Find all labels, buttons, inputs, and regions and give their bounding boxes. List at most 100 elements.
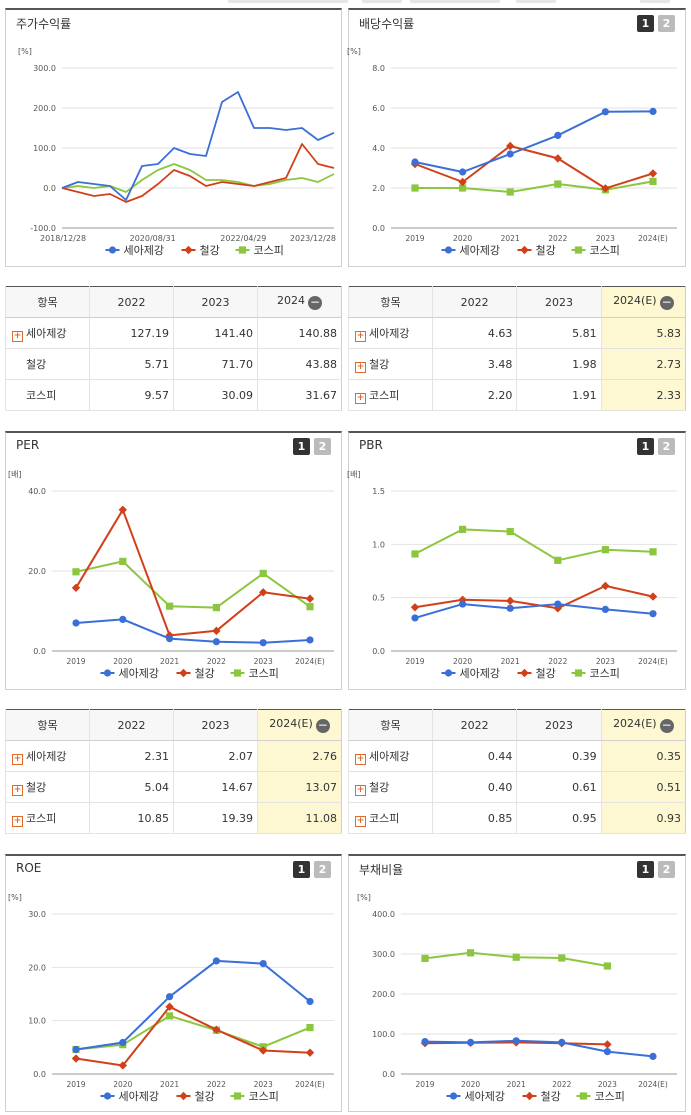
view-1-button[interactable]: 1 [637, 861, 654, 878]
table-cell: 10.85 [89, 802, 174, 834]
legend-label: 철강 [195, 1090, 215, 1103]
column-header: 항목 [348, 286, 433, 318]
legend-marker [103, 669, 112, 677]
column-header: 2023 [516, 709, 602, 741]
x-tick-label: 2022 [548, 657, 567, 666]
y-tick-label: 200.0 [372, 990, 395, 999]
legend-marker [520, 668, 529, 678]
collapse-icon[interactable]: − [659, 718, 674, 733]
legend-marker [525, 1091, 534, 1101]
expand-icon[interactable]: + [12, 753, 23, 765]
legend-item: 철강 [517, 667, 556, 680]
row-name[interactable]: 코스피 [5, 379, 90, 411]
view-1-button[interactable]: 1 [293, 861, 310, 878]
column-header: 2024(E) − [600, 286, 686, 318]
y-tick-label: 40.0 [28, 487, 46, 496]
x-tick-label: 2024(E) [638, 657, 668, 666]
series-3 [411, 177, 657, 196]
row-name[interactable]: + 세아제강 [348, 317, 433, 349]
table-row: + 코스피 10.85 19.39 11.08 [5, 802, 342, 834]
data-point [212, 604, 220, 612]
series-1 [72, 957, 314, 1054]
data-point [506, 527, 514, 536]
table-row: + 철강 0.40 0.61 0.51 [348, 771, 686, 803]
collapse-icon[interactable]: − [315, 718, 330, 733]
expand-icon[interactable]: + [355, 784, 366, 796]
row-name[interactable]: + 코스피 [348, 802, 433, 834]
roe-chart: [%] 30.0 20.0 10.0 0.0 2019 2020 2021 2022 2023 20… [8, 893, 334, 1103]
x-tick-label: 2023/12/28 [290, 234, 336, 243]
x-tick-label: 2024(E) [638, 1080, 668, 1089]
table-header-row: 항목 2022 2023 2024(E) − [348, 709, 686, 741]
view-2-button[interactable]: 2 [658, 861, 675, 878]
expand-icon[interactable]: + [12, 815, 23, 827]
view-2-button[interactable]: 2 [658, 15, 675, 32]
table-cell: 1.98 [516, 348, 602, 380]
table-header-row: 항목 2022 2023 2024(E) − [5, 709, 342, 741]
y-tick-label: 4.0 [372, 144, 385, 153]
legend-marker [449, 1092, 458, 1100]
row-name[interactable]: + 세아제강 [5, 317, 90, 349]
expand-icon[interactable]: + [12, 330, 23, 342]
data-point [506, 596, 515, 606]
row-name[interactable]: + 코스피 [348, 379, 433, 411]
panel-title: 주가수익률 [16, 17, 72, 31]
table-cell: 0.35 [600, 740, 686, 772]
row-name[interactable]: + 세아제강 [348, 740, 433, 772]
view-2-button[interactable]: 2 [314, 861, 331, 878]
column-header: 2024− [257, 286, 342, 318]
expand-icon[interactable]: + [355, 753, 366, 765]
view-1-button[interactable]: 1 [293, 438, 310, 455]
pbr-table: 항목 2022 2023 2024(E) − + 세아제강 0.44 0.39 0.35 + 철강 0.… [348, 709, 686, 834]
x-tick-label: 2019 [66, 657, 85, 666]
expand-icon[interactable]: + [12, 784, 23, 796]
collapse-icon[interactable]: − [659, 295, 674, 310]
table-cell: 140.88 [257, 317, 342, 349]
expand-icon[interactable]: + [355, 330, 366, 342]
expand-icon[interactable]: + [355, 392, 366, 404]
row-name[interactable]: + 철강 [348, 348, 433, 380]
x-tick-label: 2023 [596, 234, 615, 243]
unit-label: [배] [347, 470, 361, 479]
x-tick-label: 2020 [113, 1080, 132, 1089]
legend-item: 철강 [181, 244, 220, 257]
data-point [649, 177, 657, 185]
view-1-button[interactable]: 1 [637, 15, 654, 32]
view-1-button[interactable]: 1 [637, 438, 654, 455]
legend-label: 세아제강 [460, 244, 500, 257]
series-1 [411, 600, 657, 622]
y-tick-label: 200.0 [33, 104, 56, 113]
dividend-yield-table: 항목 2022 2023 2024(E) − + 세아제강 4.63 5.81 5.83 + 철강 3.… [348, 286, 686, 411]
table-cell: 0.93 [600, 802, 686, 834]
column-header: 2024(E) − [257, 709, 342, 741]
view-2-button[interactable]: 2 [658, 438, 675, 455]
data-point [410, 603, 420, 612]
table-cell: 141.40 [173, 317, 258, 349]
x-tick-label: 2023 [596, 657, 615, 666]
collapse-icon[interactable]: − [308, 295, 322, 310]
row-name[interactable]: 철강 [5, 348, 90, 380]
row-name[interactable]: + 철강 [348, 771, 433, 803]
expand-icon[interactable]: + [355, 361, 366, 373]
x-tick-label: 2020 [453, 657, 472, 666]
view-2-button[interactable]: 2 [314, 438, 331, 455]
row-name[interactable]: + 코스피 [5, 802, 90, 834]
legend-item: 코스피 [230, 667, 279, 680]
data-point [259, 960, 267, 968]
table-cell: 9.57 [89, 379, 174, 411]
series-line [414, 110, 654, 173]
row-name[interactable]: + 세아제강 [5, 740, 90, 772]
series-2 [410, 141, 658, 193]
data-point [421, 1038, 429, 1046]
x-tick-label: 2022 [207, 657, 226, 666]
table-cell: 0.61 [516, 771, 602, 803]
series-line [424, 1039, 654, 1058]
x-tick-label: 2022 [548, 234, 567, 243]
legend-label: 코스피 [249, 1090, 279, 1103]
legend-label: 철강 [536, 667, 556, 680]
data-point [649, 107, 657, 115]
row-name[interactable]: + 철강 [5, 771, 90, 803]
series-line [414, 584, 654, 610]
expand-icon[interactable]: + [355, 815, 366, 827]
